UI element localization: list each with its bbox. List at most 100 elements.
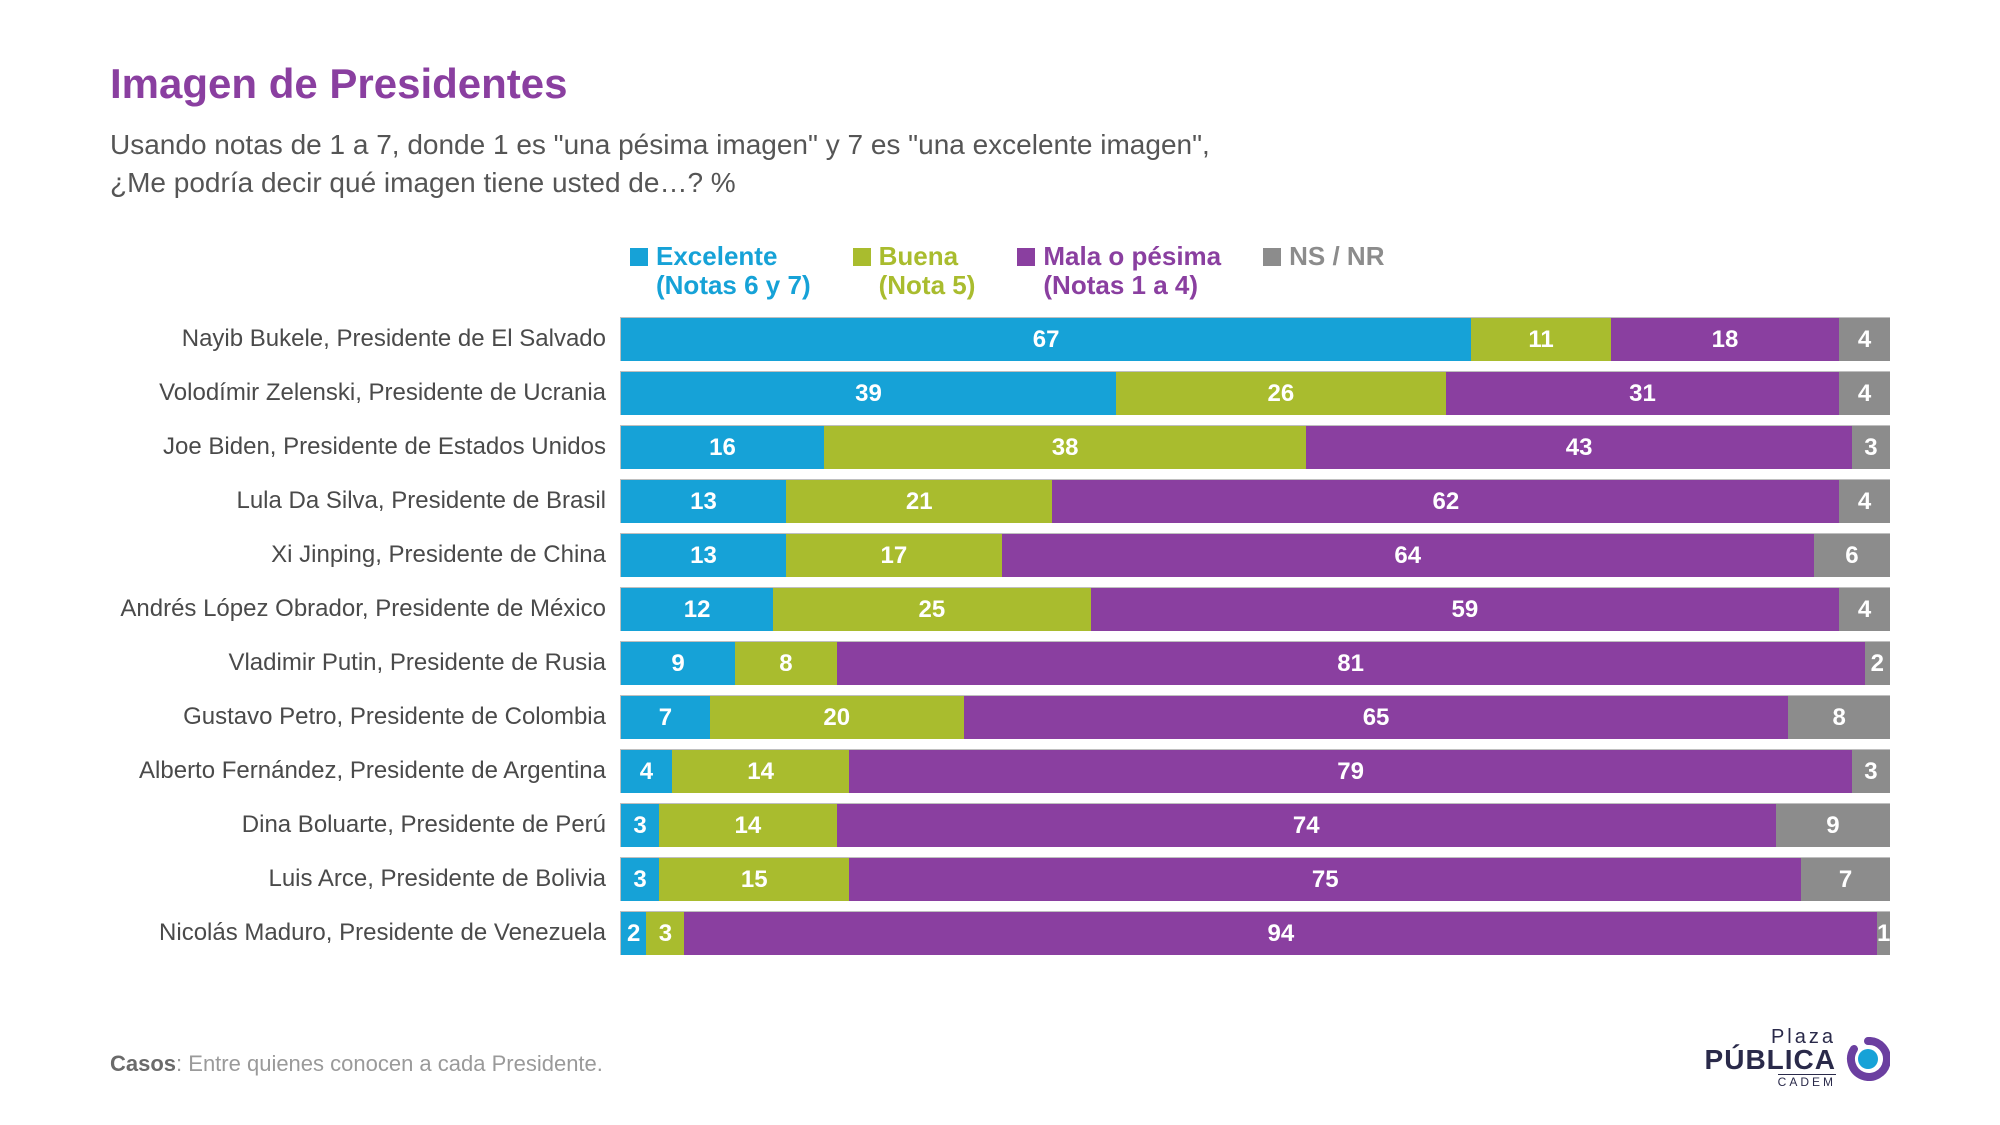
stacked-bar: 414793 <box>620 749 1890 793</box>
chart-row: Alberto Fernández, Presidente de Argenti… <box>110 747 1890 795</box>
bar-segment: 4 <box>1839 318 1890 361</box>
row-label: Nicolás Maduro, Presidente de Venezuela <box>110 919 620 947</box>
bar-segment: 9 <box>621 642 735 685</box>
legend-item: Excelente(Notas 6 y 7) <box>630 242 811 302</box>
bar-segment: 21 <box>786 480 1052 523</box>
subtitle-line2: ¿Me podría decir qué imagen tiene usted … <box>110 167 736 198</box>
chart-row: Xi Jinping, Presidente de China1317646 <box>110 531 1890 579</box>
footnote-prefix: Casos <box>110 1051 176 1076</box>
bar-segment: 43 <box>1306 426 1852 469</box>
bar-segment: 7 <box>1801 858 1890 901</box>
chart-title: Imagen de Presidentes <box>110 60 1890 108</box>
bar-segment: 18 <box>1611 318 1839 361</box>
chart-container: Excelente(Notas 6 y 7) Buena(Nota 5) Mala … <box>110 242 1890 958</box>
bar-segment: 7 <box>621 696 710 739</box>
bar-segment: 8 <box>1788 696 1890 739</box>
bar-segment: 1 <box>1877 912 1890 955</box>
legend-swatch <box>853 248 871 266</box>
bar-segment: 8 <box>735 642 837 685</box>
stacked-bar: 6711184 <box>620 317 1890 361</box>
stacked-bar: 1321624 <box>620 479 1890 523</box>
chart-row: Joe Biden, Presidente de Estados Unidos1… <box>110 423 1890 471</box>
chart-row: Lula Da Silva, Presidente de Brasil13216… <box>110 477 1890 525</box>
row-label: Volodímir Zelenski, Presidente de Ucrani… <box>110 379 620 407</box>
logo-icon <box>1846 1037 1890 1081</box>
legend-label: Excelente(Notas 6 y 7) <box>656 242 811 302</box>
chart-row: Nicolás Maduro, Presidente de Venezuela2… <box>110 909 1890 957</box>
logo-line3: CADEM <box>1778 1074 1836 1088</box>
stacked-bar: 98812 <box>620 641 1890 685</box>
chart-row: Gustavo Petro, Presidente de Colombia720… <box>110 693 1890 741</box>
bar-segment: 31 <box>1446 372 1839 415</box>
bar-segment: 16 <box>621 426 824 469</box>
chart-row: Volodímir Zelenski, Presidente de Ucrani… <box>110 369 1890 417</box>
row-label: Gustavo Petro, Presidente de Colombia <box>110 703 620 731</box>
bar-segment: 3 <box>1852 750 1890 793</box>
bar-segment: 9 <box>1776 804 1890 847</box>
bar-segment: 3 <box>1852 426 1890 469</box>
bar-segment: 4 <box>1839 372 1890 415</box>
bar-segment: 94 <box>684 912 1877 955</box>
subtitle-line1: Usando notas de 1 a 7, donde 1 es "una p… <box>110 129 1210 160</box>
legend-label: Buena(Nota 5) <box>879 242 976 302</box>
bar-segment: 12 <box>621 588 773 631</box>
legend-swatch <box>1017 248 1035 266</box>
chart-legend: Excelente(Notas 6 y 7) Buena(Nota 5) Mala … <box>630 242 1890 302</box>
legend-label: Mala o pésima(Notas 1 a 4) <box>1043 242 1221 302</box>
bar-segment: 2 <box>621 912 646 955</box>
bar-segment: 59 <box>1091 588 1840 631</box>
bar-segment: 13 <box>621 534 786 577</box>
bar-segment: 38 <box>824 426 1306 469</box>
bar-segment: 3 <box>621 804 659 847</box>
row-label: Joe Biden, Presidente de Estados Unidos <box>110 433 620 461</box>
stacked-bar: 314749 <box>620 803 1890 847</box>
bar-segment: 13 <box>621 480 786 523</box>
bar-segment: 4 <box>621 750 672 793</box>
footnote: Casos: Entre quienes conocen a cada Pres… <box>110 1051 603 1077</box>
bar-segment: 75 <box>849 858 1801 901</box>
stacked-bar: 315757 <box>620 857 1890 901</box>
row-label: Vladimir Putin, Presidente de Rusia <box>110 649 620 677</box>
chart-row: Andrés López Obrador, Presidente de Méxi… <box>110 585 1890 633</box>
bar-segment: 62 <box>1052 480 1839 523</box>
chart-subtitle: Usando notas de 1 a 7, donde 1 es "una p… <box>110 126 1890 202</box>
brand-logo: Plaza PÚBLICA CADEM <box>1705 1028 1890 1089</box>
bar-segment: 15 <box>659 858 849 901</box>
bar-segment: 3 <box>646 912 684 955</box>
row-label: Lula Da Silva, Presidente de Brasil <box>110 487 620 515</box>
stacked-bar: 1225594 <box>620 587 1890 631</box>
bar-segment: 11 <box>1471 318 1611 361</box>
bar-segment: 2 <box>1865 642 1890 685</box>
legend-swatch <box>1263 248 1281 266</box>
bar-segment: 81 <box>837 642 1865 685</box>
row-label: Nayib Bukele, Presidente de El Salvado <box>110 325 620 353</box>
chart-row: Nayib Bukele, Presidente de El Salvado67… <box>110 315 1890 363</box>
bar-segment: 3 <box>621 858 659 901</box>
row-label: Alberto Fernández, Presidente de Argenti… <box>110 757 620 785</box>
bar-segment: 79 <box>849 750 1852 793</box>
bar-segment: 4 <box>1839 588 1890 631</box>
bar-segment: 14 <box>659 804 837 847</box>
legend-item: Mala o pésima(Notas 1 a 4) <box>1017 242 1221 302</box>
bar-segment: 17 <box>786 534 1002 577</box>
bar-segment: 74 <box>837 804 1776 847</box>
legend-item: NS / NR <box>1263 242 1384 272</box>
bar-segment: 14 <box>672 750 850 793</box>
chart-row: Vladimir Putin, Presidente de Rusia98812 <box>110 639 1890 687</box>
bar-segment: 20 <box>710 696 964 739</box>
row-label: Dina Boluarte, Presidente de Perú <box>110 811 620 839</box>
bar-segment: 64 <box>1002 534 1814 577</box>
logo-text: Plaza PÚBLICA CADEM <box>1705 1028 1836 1089</box>
bar-segment: 67 <box>621 318 1471 361</box>
stacked-bar: 720658 <box>620 695 1890 739</box>
chart-row: Luis Arce, Presidente de Bolivia315757 <box>110 855 1890 903</box>
bar-segment: 39 <box>621 372 1116 415</box>
stacked-bar: 23941 <box>620 911 1890 955</box>
legend-swatch <box>630 248 648 266</box>
stacked-bar: 3926314 <box>620 371 1890 415</box>
bar-segment: 25 <box>773 588 1090 631</box>
row-label: Andrés López Obrador, Presidente de Méxi… <box>110 595 620 623</box>
footnote-text: : Entre quienes conocen a cada President… <box>176 1051 603 1076</box>
row-label: Luis Arce, Presidente de Bolivia <box>110 865 620 893</box>
logo-line2: PÚBLICA <box>1705 1047 1836 1074</box>
